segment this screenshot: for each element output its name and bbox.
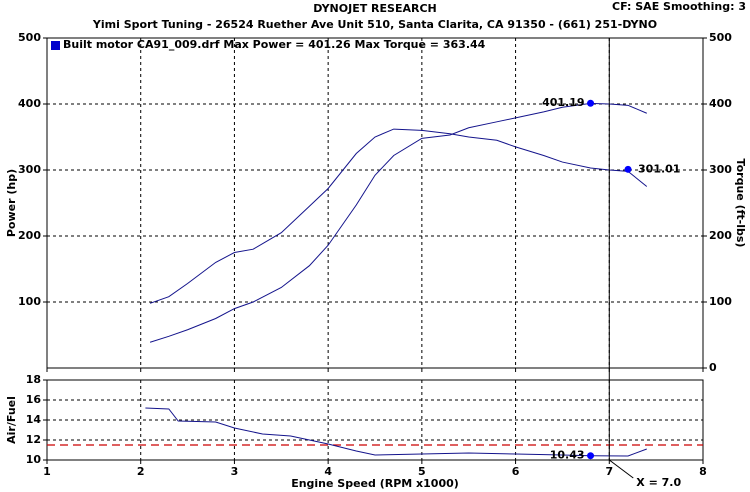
x-axis-label: Engine Speed (RPM x1000)	[291, 477, 459, 490]
y-axis-label: Power (hp)	[5, 169, 18, 237]
subtitle: Yimi Sport Tuning - 26524 Ruether Ave Un…	[92, 18, 657, 31]
y-tick-label: 400	[18, 97, 41, 110]
x-tick-label: 2	[137, 465, 145, 478]
marker-label: 301.01	[638, 162, 680, 175]
y-tick-label: 16	[26, 393, 42, 406]
y2-tick-label: 500	[709, 31, 732, 44]
chart-title: DYNOJET RESEARCH	[313, 2, 436, 15]
value-marker	[587, 452, 595, 460]
series-line	[149, 102, 647, 343]
y2-tick-label: 400	[709, 97, 732, 110]
marker-label: 401.19	[542, 96, 584, 109]
y2-tick-label: 300	[709, 163, 732, 176]
plot-frame	[46, 37, 704, 369]
y2-axis-label: Torque (ft-lbs)	[734, 159, 747, 248]
x-tick-label: 1	[43, 465, 51, 478]
legend-label: Built motor CA91_009.drf Max Power = 401…	[63, 38, 486, 51]
cursor-leader	[608, 459, 634, 479]
x-tick-label: 8	[699, 465, 707, 478]
value-marker	[587, 99, 595, 107]
y-tick-label: 100	[18, 295, 41, 308]
x-tick-label: 6	[512, 465, 520, 478]
legend-swatch	[51, 41, 60, 50]
y-axis-label: Air/Fuel	[5, 396, 18, 444]
series-line	[149, 128, 648, 304]
y-tick-label: 200	[18, 229, 41, 242]
corner-note: CF: SAE Smoothing: 3	[612, 0, 746, 13]
x-tick-label: 5	[418, 465, 426, 478]
x-tick-label: 4	[324, 465, 332, 478]
y-tick-label: 10	[26, 453, 42, 466]
y2-tick-label: 100	[709, 295, 732, 308]
marker-label: 10.43	[550, 449, 585, 462]
y-tick-label: 500	[18, 31, 41, 44]
y-tick-label: 18	[26, 373, 41, 386]
x-tick-label: 7	[605, 465, 613, 478]
y-tick-label: 14	[26, 413, 42, 426]
cursor-label: X = 7.0	[636, 476, 681, 489]
y2-tick-label: 0	[709, 361, 717, 374]
y-tick-label: 300	[18, 163, 41, 176]
value-marker	[624, 165, 632, 173]
y-tick-label: 12	[26, 433, 41, 446]
x-tick-label: 3	[231, 465, 239, 478]
y2-tick-label: 200	[709, 229, 732, 242]
series-line	[145, 407, 647, 457]
